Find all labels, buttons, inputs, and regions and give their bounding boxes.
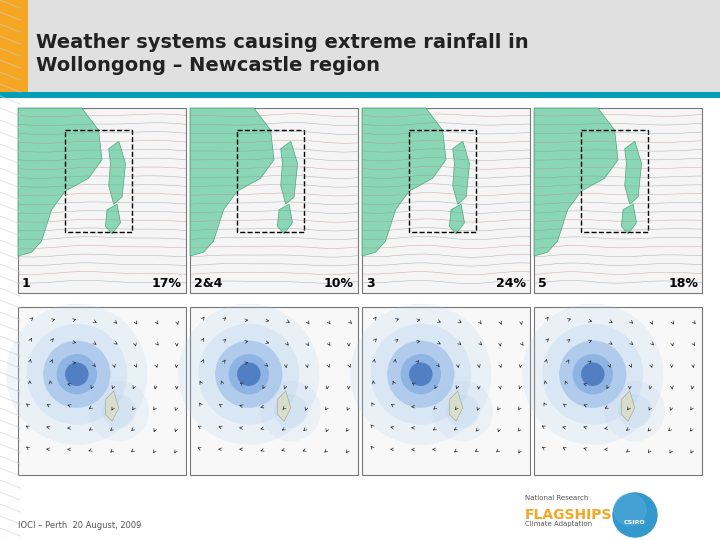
Circle shape bbox=[559, 341, 626, 408]
Circle shape bbox=[387, 341, 454, 408]
Text: 17%: 17% bbox=[152, 277, 182, 290]
Text: Wollongong – Newcastle region: Wollongong – Newcastle region bbox=[36, 56, 380, 75]
Circle shape bbox=[6, 303, 148, 445]
Circle shape bbox=[89, 381, 149, 441]
Bar bbox=[362, 307, 530, 475]
Circle shape bbox=[43, 341, 110, 408]
Text: 5: 5 bbox=[538, 277, 546, 290]
Polygon shape bbox=[449, 204, 464, 234]
Text: 10%: 10% bbox=[324, 277, 354, 290]
Circle shape bbox=[400, 354, 441, 394]
Bar bbox=[534, 307, 702, 475]
Polygon shape bbox=[281, 141, 297, 204]
Circle shape bbox=[199, 324, 300, 424]
Polygon shape bbox=[277, 391, 291, 421]
Polygon shape bbox=[449, 391, 463, 421]
Circle shape bbox=[261, 381, 321, 441]
Circle shape bbox=[370, 324, 471, 424]
Text: CSIRO: CSIRO bbox=[624, 521, 646, 525]
Bar bbox=[18, 108, 186, 293]
Polygon shape bbox=[18, 108, 102, 256]
Circle shape bbox=[446, 394, 480, 428]
Circle shape bbox=[237, 362, 261, 386]
Bar bbox=[237, 130, 305, 232]
Circle shape bbox=[542, 324, 643, 424]
Polygon shape bbox=[105, 204, 120, 234]
Bar bbox=[65, 130, 132, 232]
Circle shape bbox=[581, 362, 605, 386]
Text: IOCI – Perth  20 August, 2009: IOCI – Perth 20 August, 2009 bbox=[18, 521, 141, 530]
Polygon shape bbox=[625, 141, 642, 204]
Circle shape bbox=[65, 362, 89, 386]
Polygon shape bbox=[105, 391, 119, 421]
Bar bbox=[409, 130, 476, 232]
Circle shape bbox=[215, 341, 282, 408]
Circle shape bbox=[605, 381, 665, 441]
Text: FLAGSHIPS: FLAGSHIPS bbox=[525, 508, 613, 522]
Circle shape bbox=[350, 303, 491, 445]
Polygon shape bbox=[534, 108, 618, 256]
Text: 1: 1 bbox=[22, 277, 31, 290]
Bar bbox=[534, 108, 702, 293]
Bar bbox=[190, 307, 358, 475]
Text: Weather systems causing extreme rainfall in: Weather systems causing extreme rainfall… bbox=[36, 33, 528, 52]
Polygon shape bbox=[621, 391, 635, 421]
Circle shape bbox=[409, 362, 433, 386]
Polygon shape bbox=[190, 108, 274, 256]
Polygon shape bbox=[362, 108, 446, 256]
Bar bbox=[581, 130, 648, 232]
Circle shape bbox=[274, 394, 307, 428]
Bar bbox=[18, 307, 186, 475]
Polygon shape bbox=[277, 204, 292, 234]
Circle shape bbox=[179, 303, 320, 445]
Text: National Research: National Research bbox=[525, 495, 588, 501]
Circle shape bbox=[614, 494, 646, 526]
Polygon shape bbox=[453, 141, 469, 204]
Text: 24%: 24% bbox=[496, 277, 526, 290]
Text: Climate Adaptation: Climate Adaptation bbox=[525, 521, 592, 527]
Circle shape bbox=[433, 381, 493, 441]
Text: 3: 3 bbox=[366, 277, 374, 290]
Polygon shape bbox=[621, 204, 636, 234]
Circle shape bbox=[522, 303, 663, 445]
Text: 2&4: 2&4 bbox=[194, 277, 222, 290]
Circle shape bbox=[618, 394, 652, 428]
Bar bbox=[0, 0, 720, 92]
Polygon shape bbox=[109, 141, 125, 204]
Bar bbox=[190, 108, 358, 293]
Circle shape bbox=[102, 394, 135, 428]
Circle shape bbox=[229, 354, 269, 394]
Bar bbox=[362, 108, 530, 293]
Bar bbox=[0, 0, 28, 92]
Circle shape bbox=[57, 354, 97, 394]
Circle shape bbox=[27, 324, 127, 424]
Circle shape bbox=[572, 354, 613, 394]
Bar bbox=[0, 92, 720, 98]
Text: 18%: 18% bbox=[668, 277, 698, 290]
Circle shape bbox=[613, 493, 657, 537]
